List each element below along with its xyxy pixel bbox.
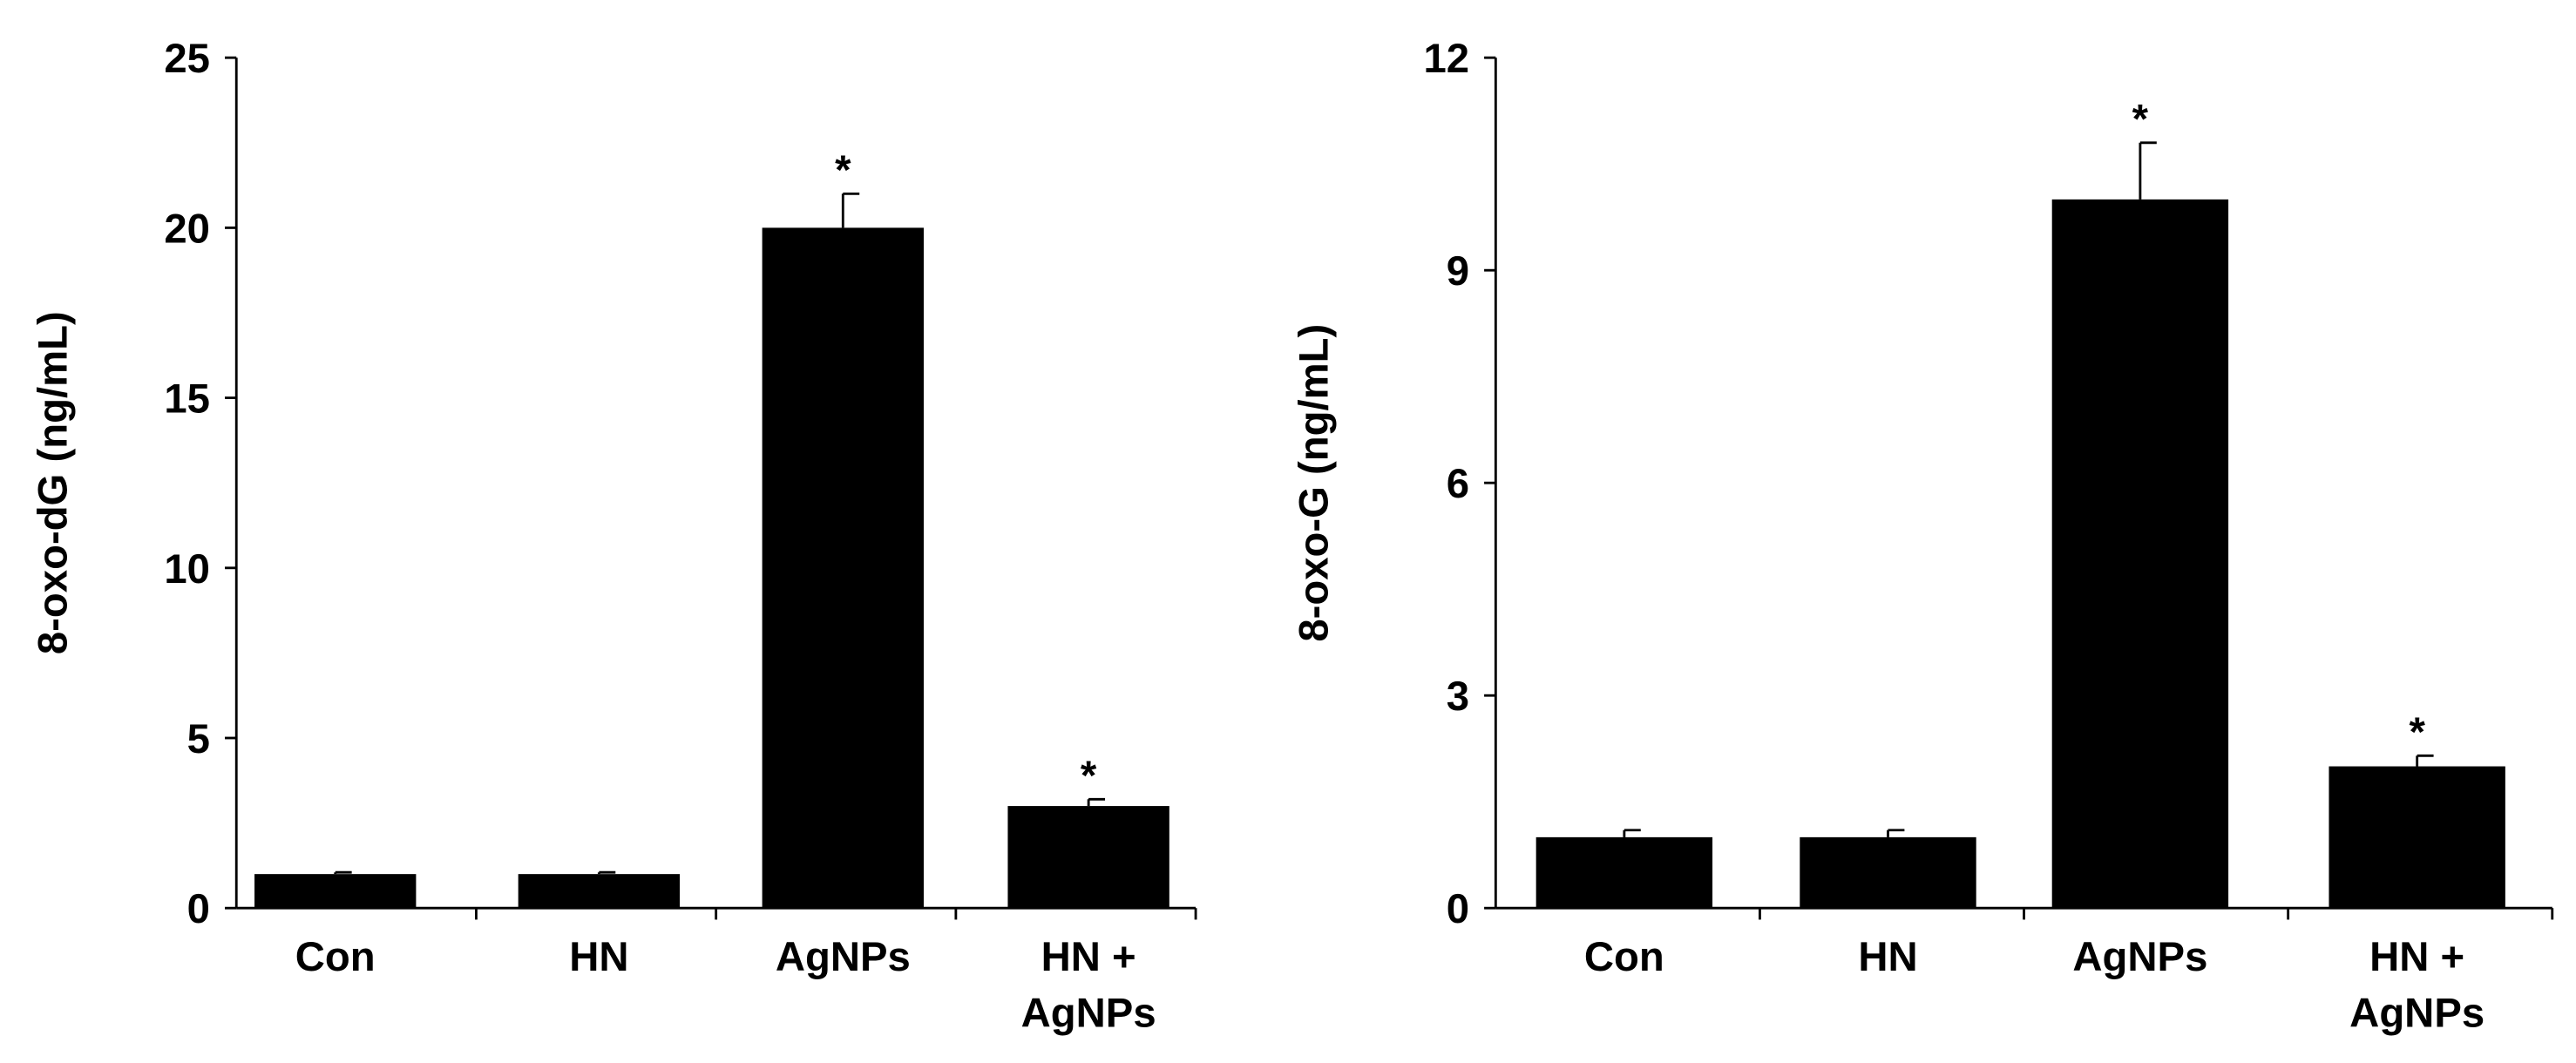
y-tick-label: 3 <box>1447 674 1469 720</box>
bar <box>1800 836 1976 909</box>
x-tick-label: HN + AgNPs <box>1021 934 1156 1036</box>
error-bar <box>597 870 616 875</box>
bar <box>518 874 681 909</box>
x-tick-label: AgNPs <box>776 934 911 980</box>
x-tick-label: HN <box>569 934 628 980</box>
error-bar <box>1623 829 1641 837</box>
error-bar <box>2416 754 2434 767</box>
bar <box>2329 766 2505 909</box>
y-tick-label: 10 <box>164 546 210 592</box>
y-tick-label: 20 <box>164 206 210 252</box>
y-tick-label: 15 <box>164 376 210 423</box>
x-tick-label: HN + AgNPs <box>2349 934 2484 1036</box>
y-tick-label: 6 <box>1447 461 1469 507</box>
bar <box>1535 836 1713 909</box>
x-tick-label: HN <box>1858 934 1917 980</box>
bar <box>254 874 417 909</box>
significance-marker: * <box>2132 96 2149 142</box>
significance-marker: * <box>1081 753 1097 799</box>
error-bar <box>1887 829 1905 837</box>
bar <box>2051 199 2229 909</box>
significance-marker: * <box>835 147 851 193</box>
y-tick-label: 12 <box>1423 36 1469 82</box>
y-axis-label: 8-oxo-G (ng/mL) <box>1291 324 1337 642</box>
error-bar <box>841 192 860 228</box>
y-axis-label: 8-oxo-dG (ng/mL) <box>30 311 76 654</box>
y-tick-label: 25 <box>164 36 210 82</box>
x-tick-label: AgNPs <box>2072 934 2207 980</box>
y-tick-label: 5 <box>187 716 210 762</box>
y-tick-label: 0 <box>1447 886 1469 932</box>
x-tick-label: Con <box>1584 934 1664 980</box>
bar <box>762 227 924 909</box>
bar <box>1007 806 1169 909</box>
y-tick-label: 9 <box>1447 248 1469 295</box>
error-bar <box>334 870 352 875</box>
error-bar <box>2139 141 2157 200</box>
significance-marker: * <box>2409 709 2425 755</box>
x-tick-label: Con <box>295 934 376 980</box>
y-tick-label: 0 <box>187 886 210 932</box>
error-bar <box>1087 797 1106 807</box>
